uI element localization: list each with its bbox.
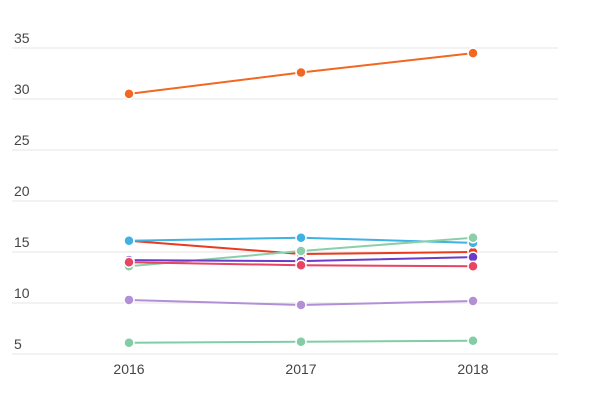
series-6-point-2017[interactable]	[295, 259, 307, 272]
series-3-point-2017[interactable]	[295, 231, 307, 244]
y-tick-label: 20	[14, 183, 30, 199]
marker-layer	[123, 47, 479, 349]
x-tick-label: 2016	[113, 361, 144, 377]
label-layer: 5 10 15 20 25 30 35 2016 2017 2018	[14, 30, 489, 377]
y-tick-label: 10	[14, 285, 30, 301]
series-6-point-2018[interactable]	[467, 260, 479, 273]
x-tick-label: 2017	[285, 361, 316, 377]
series-1-point-2017[interactable]	[295, 66, 307, 79]
y-tick-label: 5	[14, 336, 22, 352]
series-6-point-2016[interactable]	[123, 256, 135, 268]
series-1-point-2018[interactable]	[467, 47, 479, 59]
series-8-point-2016[interactable]	[123, 337, 135, 349]
x-tick-label: 2018	[457, 361, 488, 377]
series-8-point-2018[interactable]	[467, 334, 479, 347]
series-3-point-2016[interactable]	[123, 235, 135, 247]
series-4-point-2018[interactable]	[467, 231, 479, 244]
series-8-point-2017[interactable]	[295, 336, 307, 348]
y-tick-label: 25	[14, 132, 30, 148]
grid-layer	[12, 47, 558, 355]
series-7-point-2016[interactable]	[123, 294, 135, 306]
y-tick-label: 35	[14, 30, 30, 46]
y-tick-label: 15	[14, 234, 30, 250]
series-7-point-2017[interactable]	[295, 299, 307, 311]
y-tick-label: 30	[14, 81, 30, 97]
series-1-point-2016[interactable]	[123, 88, 135, 100]
series-4-point-2017[interactable]	[295, 245, 307, 257]
series-7-point-2018[interactable]	[467, 295, 479, 307]
